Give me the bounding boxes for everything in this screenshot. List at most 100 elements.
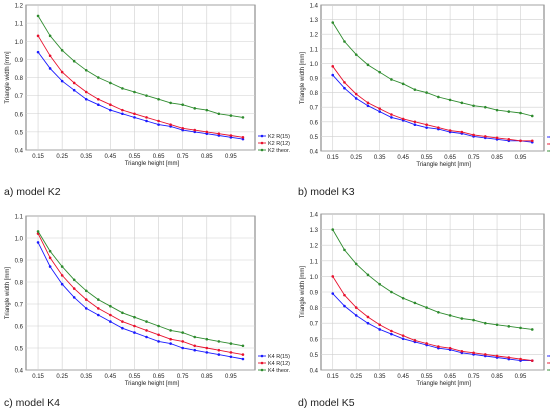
data-point [378, 107, 381, 110]
data-point [402, 83, 405, 86]
data-point [61, 49, 64, 52]
data-point [193, 129, 196, 132]
data-point [414, 123, 417, 126]
x-tick-label: 0.65 [153, 374, 165, 380]
data-point [437, 96, 440, 99]
y-tick-label: 0.5 [15, 130, 24, 136]
x-tick-label: 0.45 [105, 374, 117, 380]
data-point [145, 336, 148, 339]
x-axis-label: Triangle height [mm] [416, 381, 471, 387]
data-point [73, 287, 76, 290]
data-point [61, 283, 64, 286]
data-point [425, 342, 428, 345]
data-point [133, 112, 136, 115]
data-point [121, 327, 124, 330]
y-axis-label: Triangle width [mm] [300, 52, 306, 104]
data-point [205, 338, 208, 341]
data-point [378, 71, 381, 74]
data-point [169, 329, 172, 332]
data-point [331, 65, 334, 68]
y-tick-label: 1.1 [310, 259, 319, 265]
data-point [97, 307, 100, 310]
data-point [109, 109, 112, 112]
data-point [49, 35, 52, 38]
x-tick-label: 0.15 [327, 374, 339, 380]
data-point [378, 323, 381, 326]
data-point [355, 314, 358, 317]
data-point [133, 316, 136, 319]
data-point [355, 97, 358, 100]
legend-marker [261, 149, 264, 152]
data-point [157, 123, 160, 126]
data-point [85, 290, 88, 293]
data-point [193, 349, 196, 352]
legend-marker [261, 142, 264, 145]
legend-label: K4 R(12) [268, 361, 290, 367]
x-tick-label: 0.85 [201, 154, 213, 160]
data-point [49, 265, 52, 268]
data-point [414, 121, 417, 124]
data-point [85, 98, 88, 101]
data-point [181, 331, 184, 334]
data-point [519, 358, 522, 361]
data-point [496, 109, 499, 112]
x-tick-label: 0.35 [80, 154, 92, 160]
x-axis-label: Triangle height [mm] [125, 381, 180, 387]
data-point [97, 76, 100, 79]
data-point [145, 320, 148, 323]
data-point [390, 78, 393, 81]
data-point [242, 358, 245, 361]
data-point [61, 80, 64, 83]
data-point [133, 91, 136, 94]
data-point [169, 102, 172, 105]
data-point [121, 109, 124, 112]
data-point [169, 338, 172, 341]
data-point [218, 112, 221, 115]
x-tick-label: 0.25 [56, 154, 68, 160]
data-point [205, 351, 208, 354]
caption-d: d) model K5 [298, 397, 355, 409]
data-point [49, 54, 52, 57]
data-point [496, 137, 499, 140]
legend-marker [261, 362, 264, 365]
data-point [205, 347, 208, 350]
y-tick-label: 0.5 [15, 347, 24, 353]
y-axis-label: Triangle width [mm] [5, 51, 11, 103]
x-tick-label: 0.95 [515, 374, 527, 380]
data-point [414, 339, 417, 342]
x-tick-label: 0.45 [397, 374, 409, 380]
data-point [331, 275, 334, 278]
y-tick-label: 0.4 [310, 369, 319, 375]
data-point [218, 340, 221, 343]
y-tick-label: 1.0 [15, 237, 24, 243]
legend-label: K4 theor. [268, 368, 290, 374]
x-tick-label: 0.95 [225, 374, 237, 380]
data-point [61, 71, 64, 74]
data-point [449, 99, 452, 102]
data-point [109, 314, 112, 317]
data-point [331, 228, 334, 231]
data-point [378, 328, 381, 331]
data-point [449, 314, 452, 317]
data-point [37, 35, 40, 38]
data-point [331, 74, 334, 77]
y-tick-label: 0.4 [310, 150, 319, 156]
x-tick-label: 0.65 [444, 155, 456, 161]
data-point [230, 351, 233, 354]
data-point [425, 91, 428, 94]
data-point [169, 123, 172, 126]
x-tick-label: 0.95 [515, 155, 527, 161]
y-tick-label: 1.3 [310, 18, 319, 24]
data-point [193, 336, 196, 339]
y-axis-label: Triangle width [mm] [5, 267, 11, 319]
data-point [367, 64, 370, 67]
x-tick-label: 0.15 [32, 154, 44, 160]
data-point [449, 129, 452, 132]
data-point [355, 93, 358, 96]
data-point [157, 120, 160, 123]
data-point [414, 302, 417, 305]
